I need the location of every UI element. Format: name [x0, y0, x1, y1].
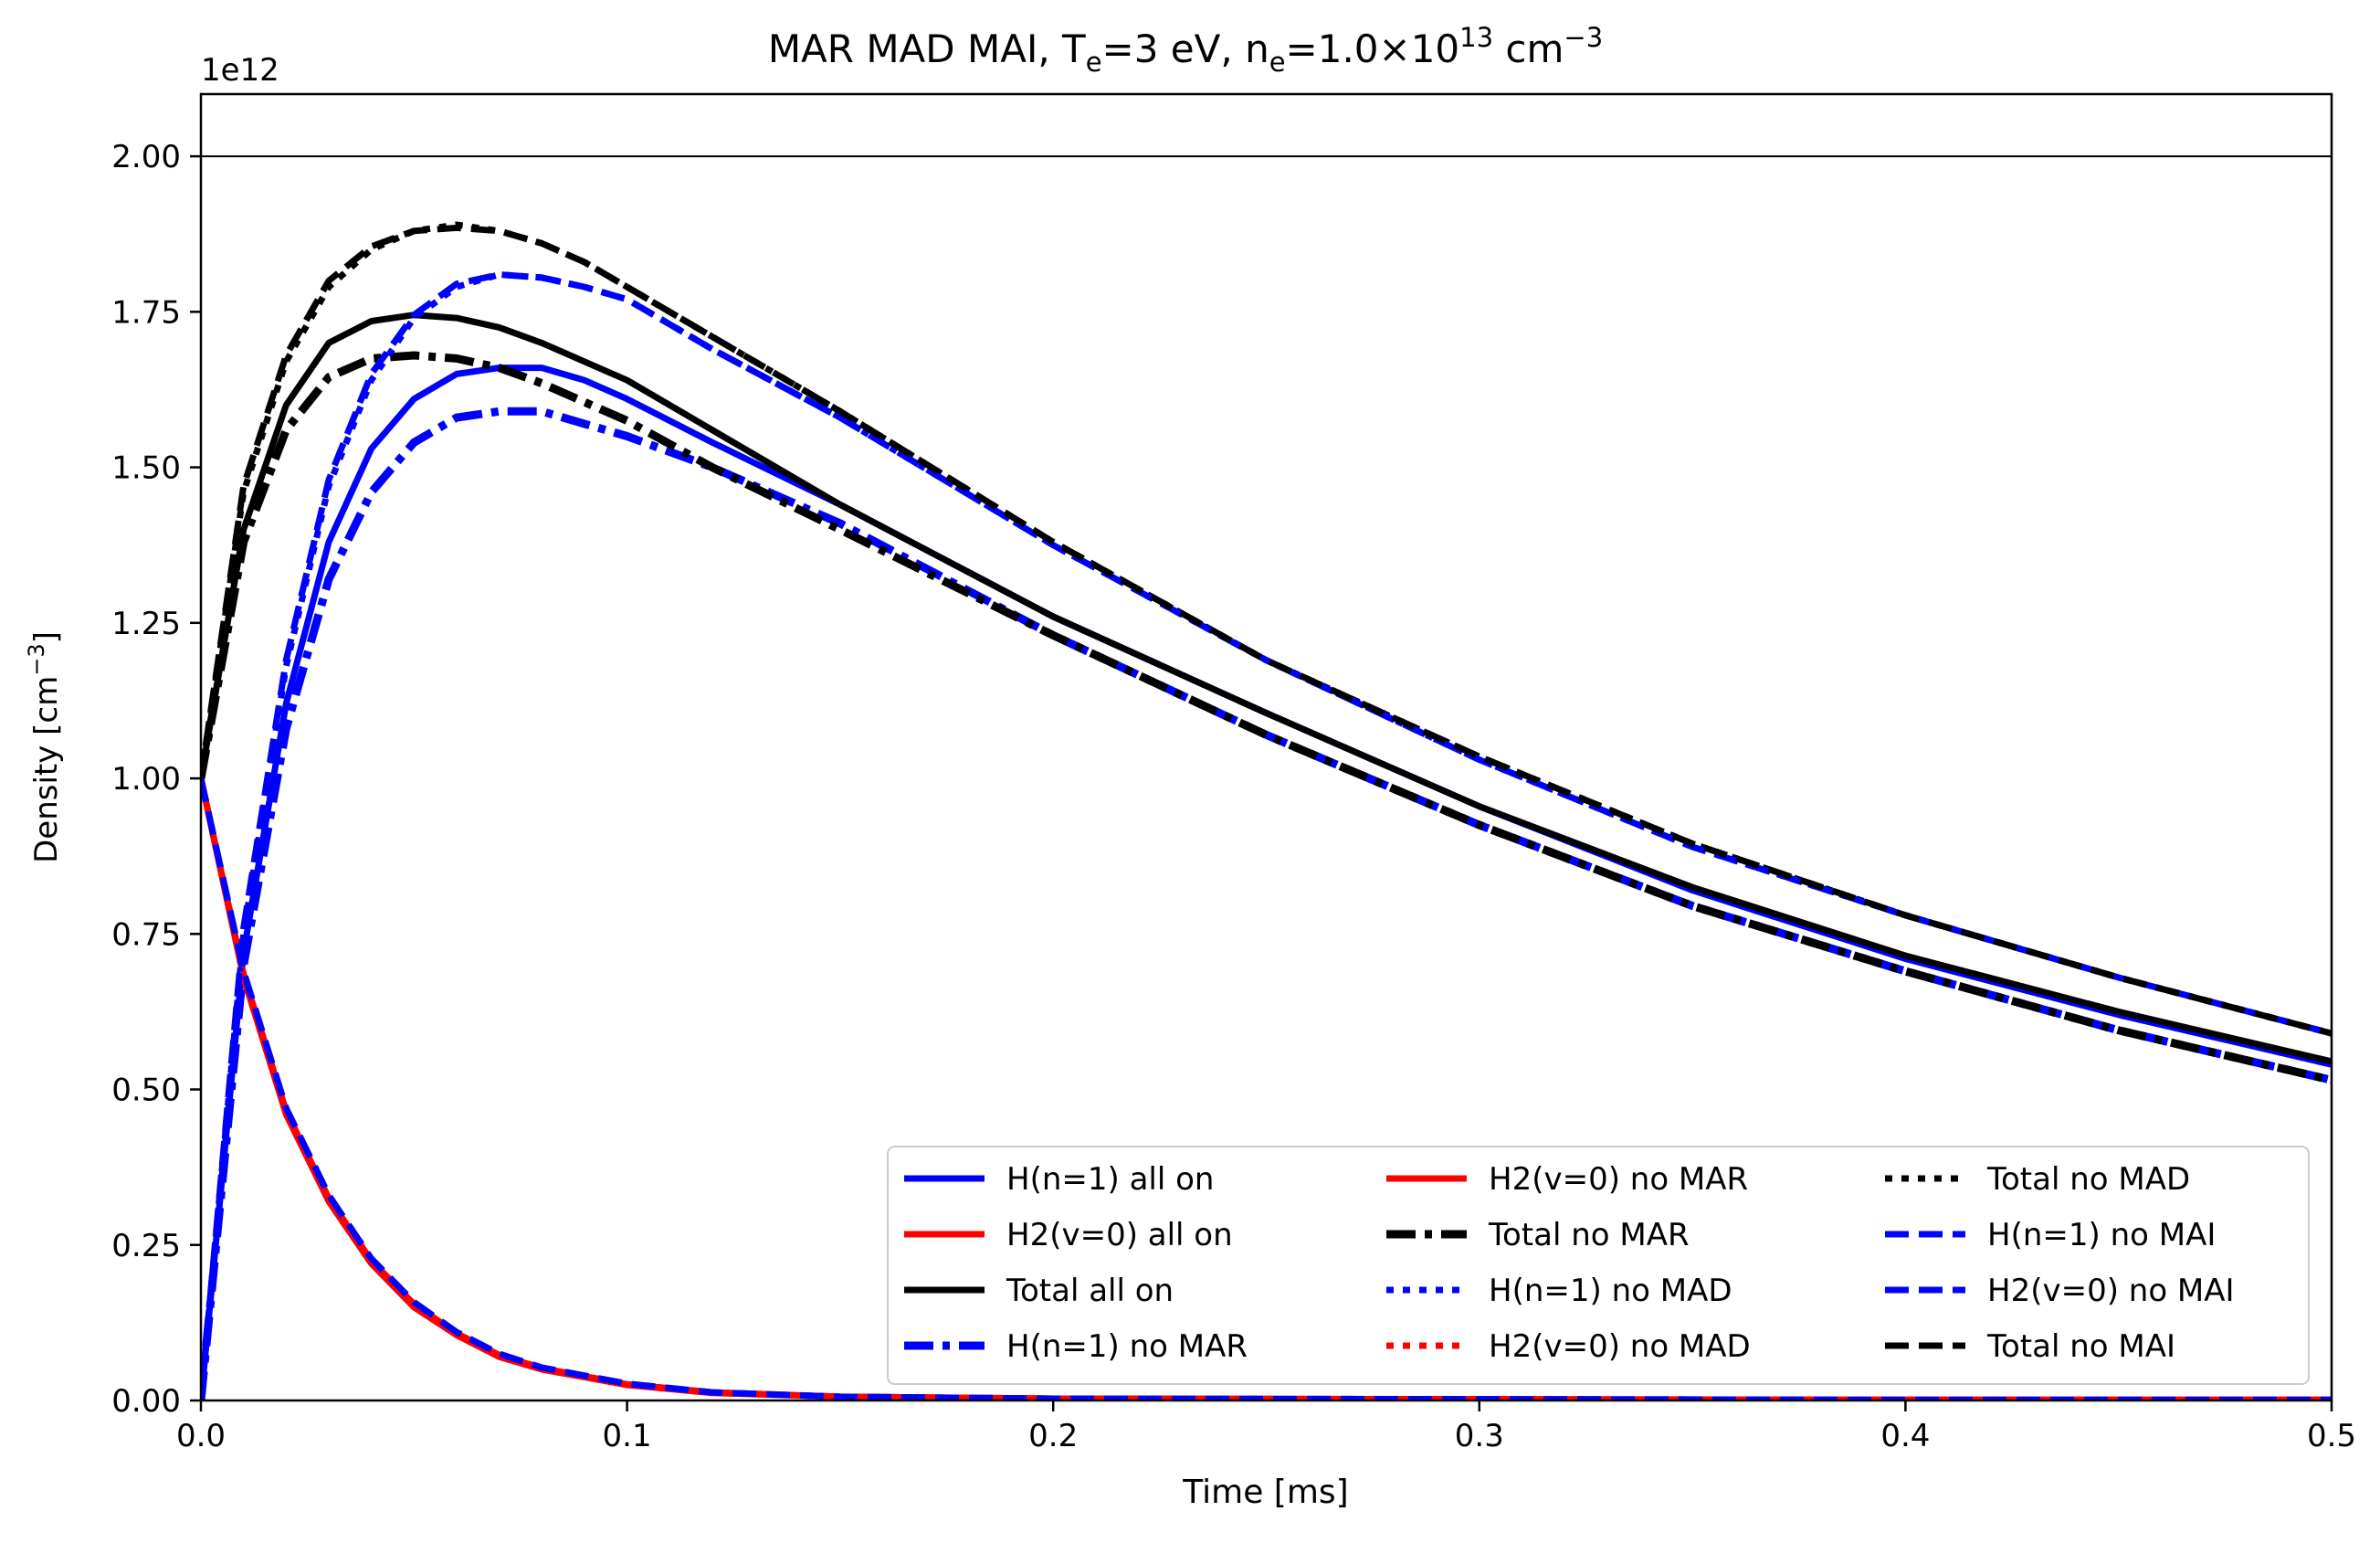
chart-title: MAR MAD MAI, Te=3 eV, ne=1.0×1013 cm−3 — [768, 22, 1603, 78]
plot-frame — [199, 92, 2333, 1402]
y-offset-label: 1e12 — [201, 52, 279, 89]
y-tick-label: 1.75 — [111, 294, 181, 331]
plot-area — [201, 155, 2332, 1400]
legend-label: H(n=1) no MAI — [1987, 1217, 2216, 1253]
series-line — [201, 351, 2332, 1084]
series-line — [201, 224, 2332, 1037]
legend-items: H(n=1) all on H2(v=0) all on Total all on H… — [904, 1161, 2235, 1365]
series-line — [201, 777, 2332, 1400]
series-line — [201, 777, 2332, 1400]
y-tick-label: 0.75 — [111, 916, 181, 953]
legend: H(n=1) all on H2(v=0) all on Total all on H… — [887, 1146, 2310, 1385]
legend-label: H(n=1) no MAR — [1006, 1328, 1248, 1365]
y-tick-label: 0.50 — [111, 1073, 181, 1109]
ticks-layer: 0.0 0.1 0.2 0.3 0.4 0.5 0.00 0.25 0.50 0.75 1.00 1.… — [111, 139, 2356, 1454]
legend-label: Total no MAD — [1986, 1161, 2190, 1198]
x-tick-label: 0.5 — [2307, 1418, 2356, 1454]
legend-label: H(n=1) no MAD — [1489, 1273, 1732, 1309]
y-tick-label: 2.00 — [111, 139, 181, 175]
y-tick-label: 1.25 — [111, 606, 181, 642]
y-tick-label: 0.00 — [111, 1383, 181, 1420]
series-layer — [201, 155, 2332, 1400]
legend-box — [887, 1146, 2310, 1385]
x-tick-label: 0.1 — [603, 1418, 652, 1454]
legend-label: H2(v=0) no MAR — [1489, 1161, 1748, 1198]
x-tick-label: 0.4 — [1880, 1418, 1930, 1454]
y-tick-label: 1.00 — [111, 761, 181, 798]
x-axis-label: Time [ms] — [1182, 1474, 1348, 1511]
x-tick-label: 0.3 — [1455, 1418, 1504, 1454]
legend-label: Total no MAI — [1986, 1328, 2175, 1365]
series-line — [201, 312, 2332, 1065]
x-tick-label: 0.0 — [176, 1418, 226, 1454]
x-tick-label: 0.2 — [1028, 1418, 1078, 1454]
legend-label: H2(v=0) no MAI — [1987, 1273, 2235, 1309]
y-tick-label: 1.50 — [111, 450, 181, 487]
legend-label: Total all on — [1006, 1273, 1174, 1309]
legend-label: H2(v=0) no MAD — [1489, 1328, 1751, 1365]
legend-label: H(n=1) all on — [1006, 1161, 1214, 1198]
y-axis-label: Density [cm−3] — [24, 631, 65, 863]
legend-label: Total no MAR — [1488, 1217, 1690, 1253]
y-tick-label: 0.25 — [111, 1228, 181, 1264]
legend-label: H2(v=0) all on — [1006, 1217, 1233, 1253]
